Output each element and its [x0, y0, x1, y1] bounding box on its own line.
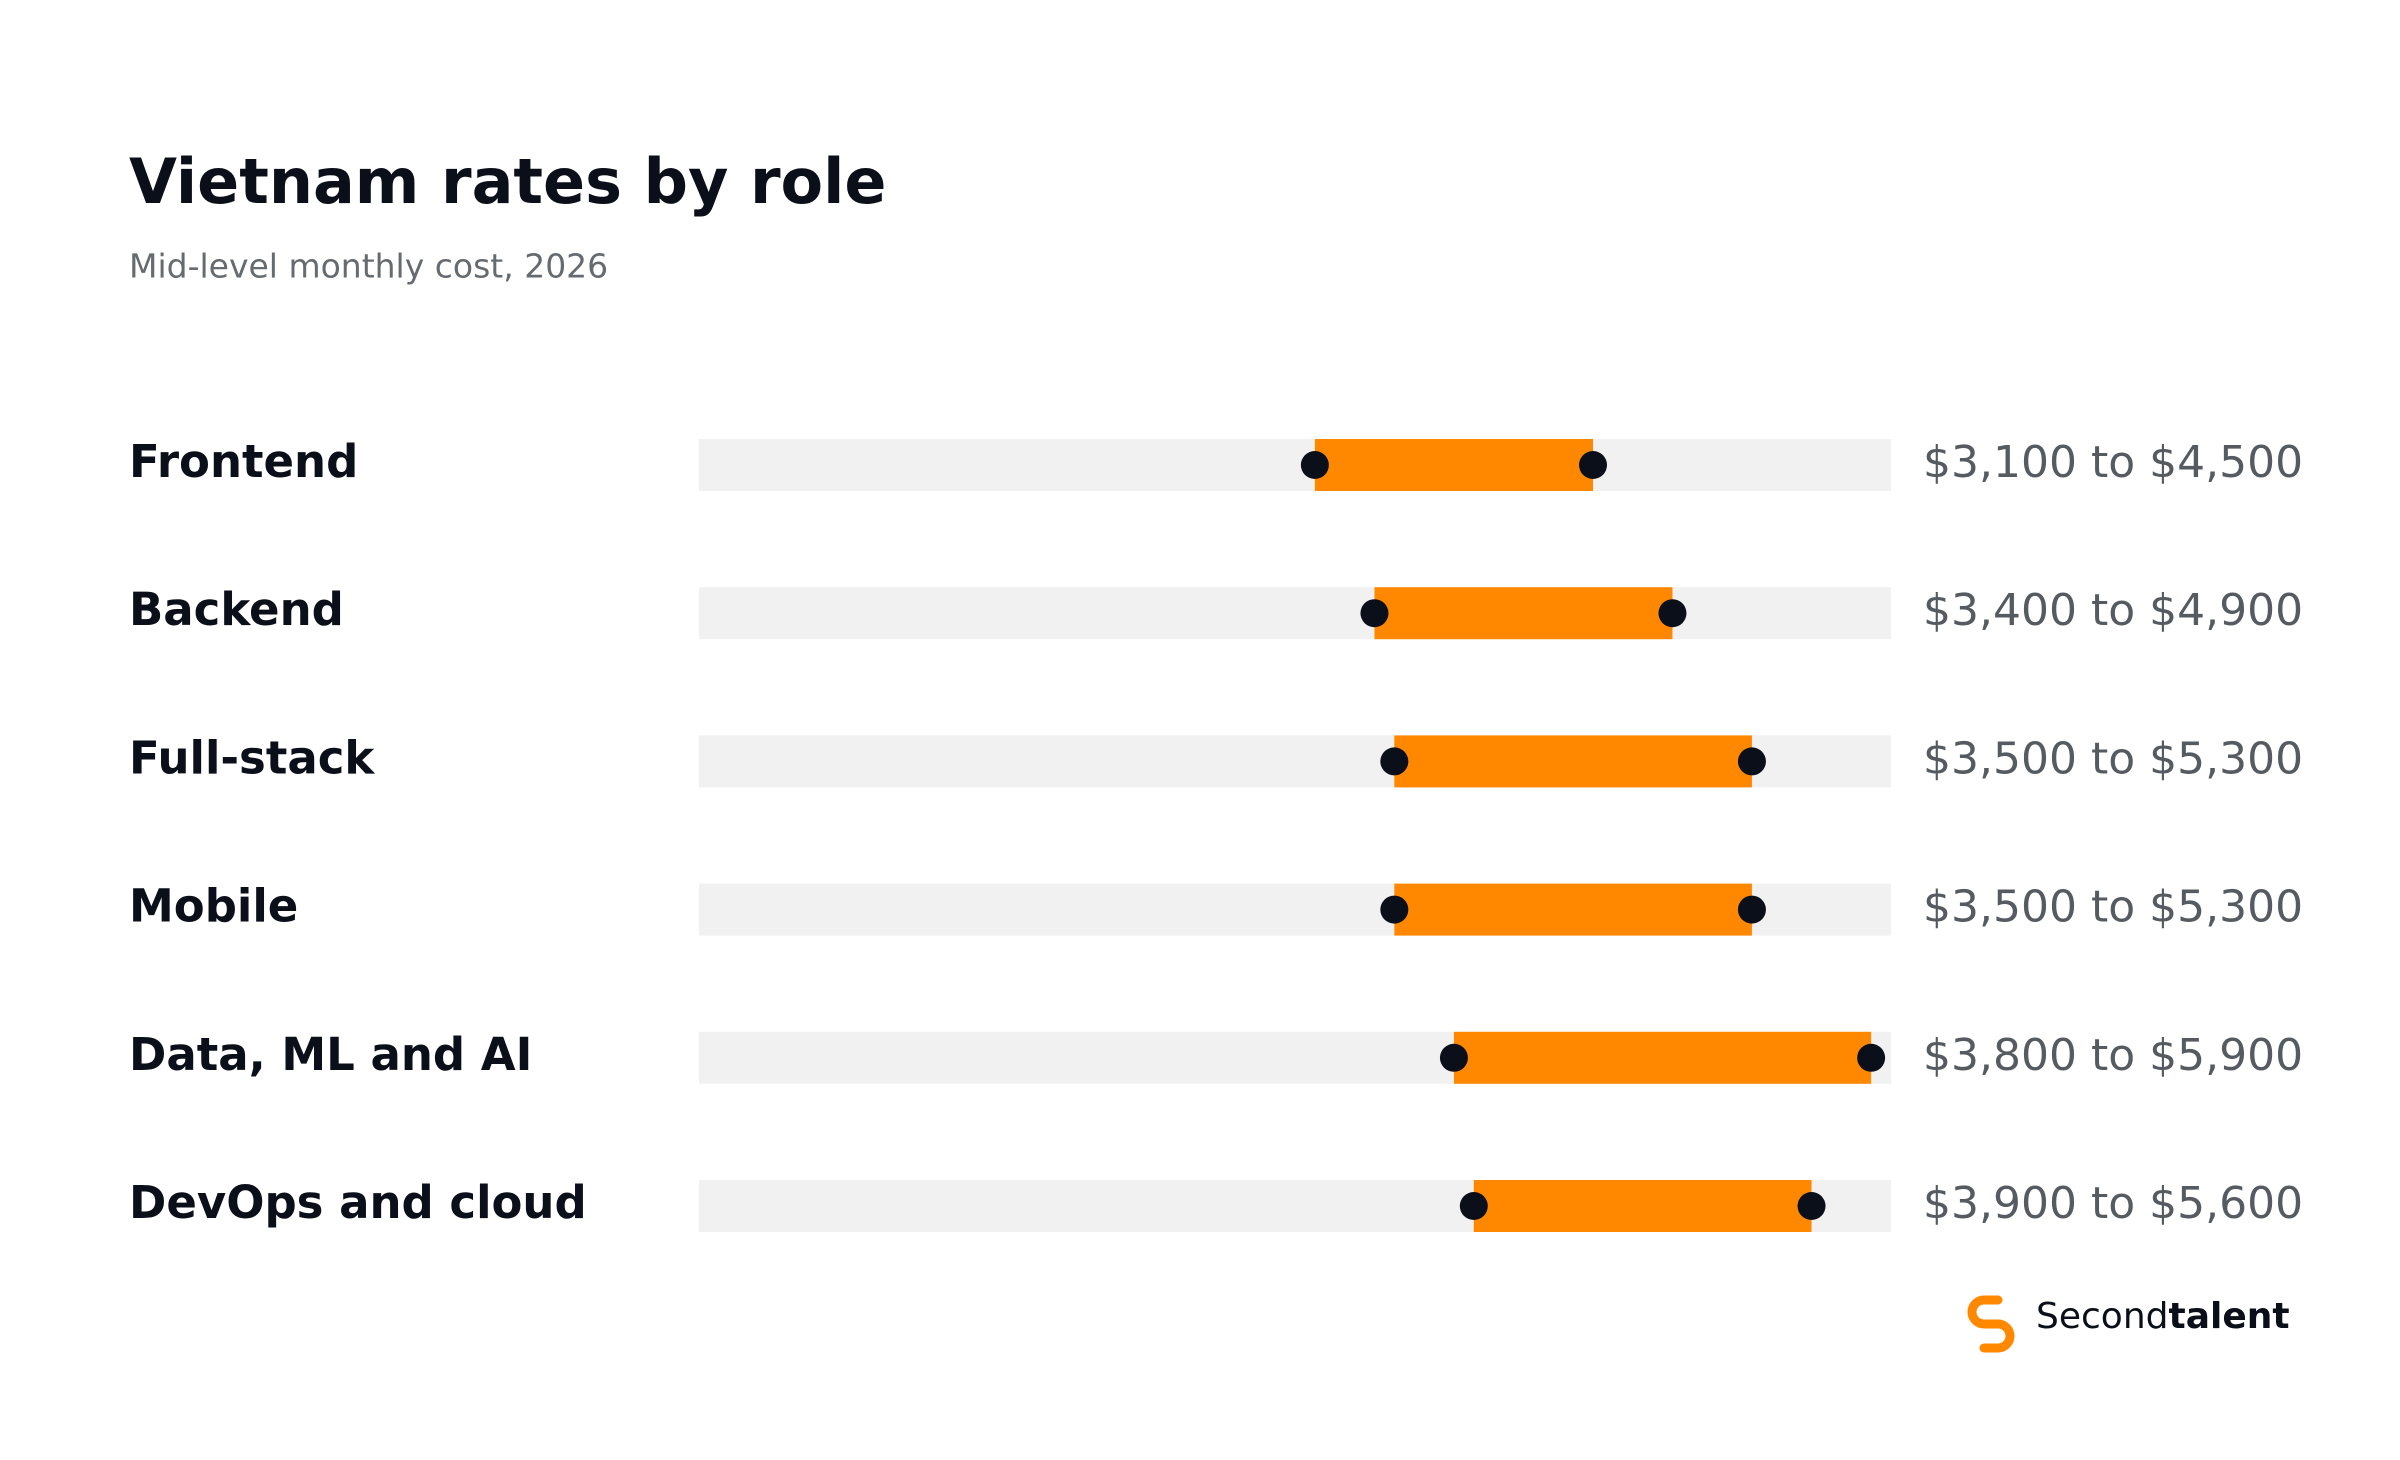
low-dot: [1439, 1043, 1468, 1072]
track: [699, 587, 1891, 640]
high-dot: [1797, 1192, 1826, 1220]
high-dot: [1658, 599, 1687, 628]
track: [699, 439, 1891, 491]
value-label: $3,500 to $5,300: [1923, 882, 2303, 933]
brand-bold: talent: [2169, 1296, 2290, 1337]
range-bar: [1314, 439, 1593, 491]
category-label: Full-stack: [129, 731, 375, 784]
high-dot: [1579, 451, 1607, 479]
low-dot: [1459, 1192, 1488, 1220]
logo-icon: [1967, 1295, 2015, 1353]
value-label: $3,800 to $5,900: [1923, 1030, 2303, 1081]
range-bar: [1394, 883, 1752, 936]
chart-subtitle: Mid-level monthly cost, 2026: [129, 247, 608, 286]
value-label: $3,100 to $4,500: [1923, 437, 2303, 488]
category-label: Mobile: [129, 880, 298, 933]
low-dot: [1380, 747, 1409, 776]
chart-title: Vietnam rates by role: [129, 145, 886, 218]
category-label: Frontend: [129, 435, 358, 488]
range-bar: [1374, 587, 1673, 640]
brand-regular: Second: [2036, 1296, 2169, 1337]
brand-name: Secondtalent: [2036, 1296, 2290, 1337]
high-dot: [1857, 1043, 1886, 1072]
category-label: DevOps and cloud: [129, 1176, 587, 1229]
range-bar: [1473, 1180, 1812, 1232]
brand-logo: Secondtalent: [1967, 1295, 2290, 1353]
value-label: $3,400 to $4,900: [1923, 585, 2303, 636]
value-label: $3,500 to $5,300: [1923, 733, 2303, 784]
high-dot: [1737, 895, 1766, 924]
low-dot: [1380, 895, 1409, 924]
range-bar: [1394, 735, 1752, 788]
low-dot: [1360, 599, 1389, 628]
low-dot: [1300, 451, 1329, 479]
category-label: Data, ML and AI: [129, 1028, 532, 1081]
value-label: $3,900 to $5,600: [1923, 1178, 2303, 1229]
range-bar: [1453, 1031, 1872, 1084]
high-dot: [1737, 747, 1766, 776]
category-label: Backend: [129, 583, 344, 636]
